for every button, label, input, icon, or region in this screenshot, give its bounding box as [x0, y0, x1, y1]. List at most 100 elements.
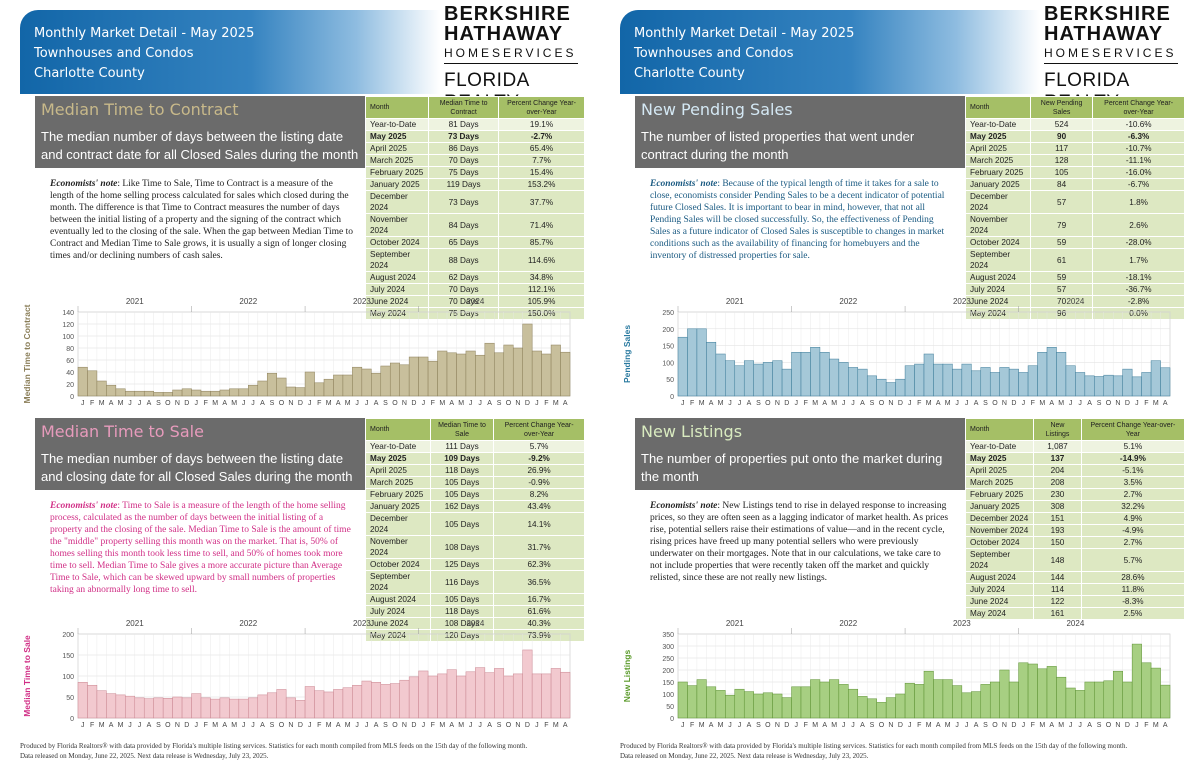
footer-line2: Data released on Monday, June 22, 2025. … — [20, 752, 269, 760]
chart-bar — [961, 363, 972, 397]
table-header-row: Month New Listings Percent Change Year-ove… — [964, 418, 1186, 441]
chart-bar — [687, 328, 698, 397]
chart-bar — [848, 367, 859, 397]
chart-bar — [352, 366, 363, 397]
table-row: April 2025 86 Days 65.4% — [364, 142, 585, 155]
x-tick-label: N — [888, 722, 893, 729]
chart-bar — [172, 696, 183, 719]
chart-bar — [229, 698, 240, 719]
y-tick-label: 0 — [70, 394, 74, 401]
chart-bar — [952, 685, 963, 719]
table-row: September 2024 88 Days 114.6% — [364, 248, 585, 272]
table-row: December 2024 105 Days 14.1% — [365, 512, 585, 536]
chart-bar — [115, 694, 126, 719]
year-label: 2023 — [953, 297, 971, 306]
x-tick-label: A — [747, 722, 752, 729]
y-tick-label: 100 — [662, 692, 674, 699]
header-line1: Monthly Market Detail - May 2025 — [634, 26, 855, 41]
chart-bar — [1027, 663, 1038, 719]
chart-bar — [781, 368, 792, 397]
row-value: 105 — [1029, 166, 1094, 179]
table-row: August 2024 144 28.6% — [964, 571, 1186, 584]
x-tick-label: J — [535, 722, 539, 729]
row-month: March 2025 — [364, 154, 430, 167]
chart-bar — [762, 692, 773, 719]
x-tick-label: M — [553, 400, 559, 407]
table-row: August 2024 62 Days 34.8% — [364, 271, 585, 284]
row-percent-change: 14.1% — [493, 512, 585, 536]
row-month: June 2024 — [365, 617, 431, 630]
x-tick-label: J — [738, 400, 742, 407]
row-value: 75 Days — [428, 166, 500, 179]
section-header: New Pending Sales The number of listed pr… — [635, 96, 965, 168]
chart-bar — [677, 336, 688, 397]
row-percent-change: 85.7% — [498, 236, 585, 249]
chart-bar — [1046, 666, 1057, 719]
x-tick-label: J — [1078, 722, 1082, 729]
chart-bar — [484, 342, 495, 397]
chart-bar — [781, 697, 792, 719]
x-tick-label: M — [118, 400, 124, 407]
row-percent-change: 37.7% — [498, 190, 585, 214]
table-row: February 2025 105 Days 8.2% — [365, 488, 585, 501]
row-value: 204 — [1033, 464, 1082, 477]
row-percent-change: -4.9% — [1080, 524, 1186, 537]
row-month: February 2025 — [365, 488, 431, 501]
row-month: September 2024 — [364, 248, 430, 272]
x-tick-label: M — [553, 722, 559, 729]
x-tick-label: A — [936, 400, 941, 407]
row-month: November 2024 — [365, 535, 431, 559]
x-tick-label: S — [870, 400, 875, 407]
chart-bar — [1103, 680, 1114, 719]
y-tick-label: 120 — [62, 322, 74, 329]
chart-bar — [1008, 368, 1019, 397]
chart-bar — [715, 690, 726, 719]
x-tick-label: J — [251, 400, 255, 407]
row-percent-change: 8.2% — [493, 488, 585, 501]
row-value: 144 — [1033, 571, 1082, 584]
column-header: Month — [964, 418, 1035, 441]
chart-bar — [895, 693, 906, 719]
chart-bar — [1094, 681, 1105, 719]
row-percent-change: -2.7% — [498, 130, 585, 143]
economists-note: Economists' note: Because of the typical… — [650, 178, 955, 262]
x-tick-label: A — [336, 722, 341, 729]
x-tick-label: S — [983, 400, 988, 407]
x-tick-label: M — [99, 722, 105, 729]
chart-bar — [989, 372, 1000, 397]
table-row: May 2025 90 -6.3% — [965, 130, 1185, 143]
x-tick-label: O — [879, 400, 885, 407]
x-tick-label: N — [1002, 722, 1007, 729]
chart-bar — [1122, 681, 1133, 719]
x-tick-label: D — [298, 722, 303, 729]
chart-bar — [1112, 375, 1123, 397]
chart-bar — [1075, 372, 1086, 397]
chart-bar — [706, 686, 717, 719]
x-tick-label: F — [917, 722, 921, 729]
chart-bar — [687, 685, 698, 719]
x-tick-label: A — [709, 722, 714, 729]
section-title: Median Time to Sale — [41, 422, 204, 441]
chart-bar — [923, 670, 934, 719]
chart-bar — [314, 690, 325, 719]
row-percent-change: 7.7% — [498, 154, 585, 167]
chart-bar — [456, 675, 467, 719]
chart-bar — [1065, 365, 1076, 397]
table-row: November 2024 108 Days 31.7% — [365, 535, 585, 559]
row-month: May 2024 — [965, 307, 1031, 320]
economists-note: Economists' note: Like Time to Sale, Tim… — [50, 178, 355, 262]
chart-bar — [743, 360, 754, 397]
chart-bar — [999, 669, 1010, 719]
x-tick-label: O — [992, 722, 998, 729]
chart-bar — [1056, 352, 1067, 397]
x-tick-label: O — [392, 400, 398, 407]
table-row: July 2024 118 Days 61.6% — [365, 605, 585, 618]
x-tick-label: N — [288, 722, 293, 729]
chart-bar — [512, 673, 523, 719]
chart-bar — [743, 691, 754, 719]
row-value: 111 Days — [429, 440, 495, 453]
row-month: November 2024 — [964, 524, 1035, 537]
table-row: August 2024 105 Days 16.7% — [365, 593, 585, 606]
x-tick-label: A — [449, 400, 454, 407]
row-month: December 2024 — [364, 190, 430, 214]
